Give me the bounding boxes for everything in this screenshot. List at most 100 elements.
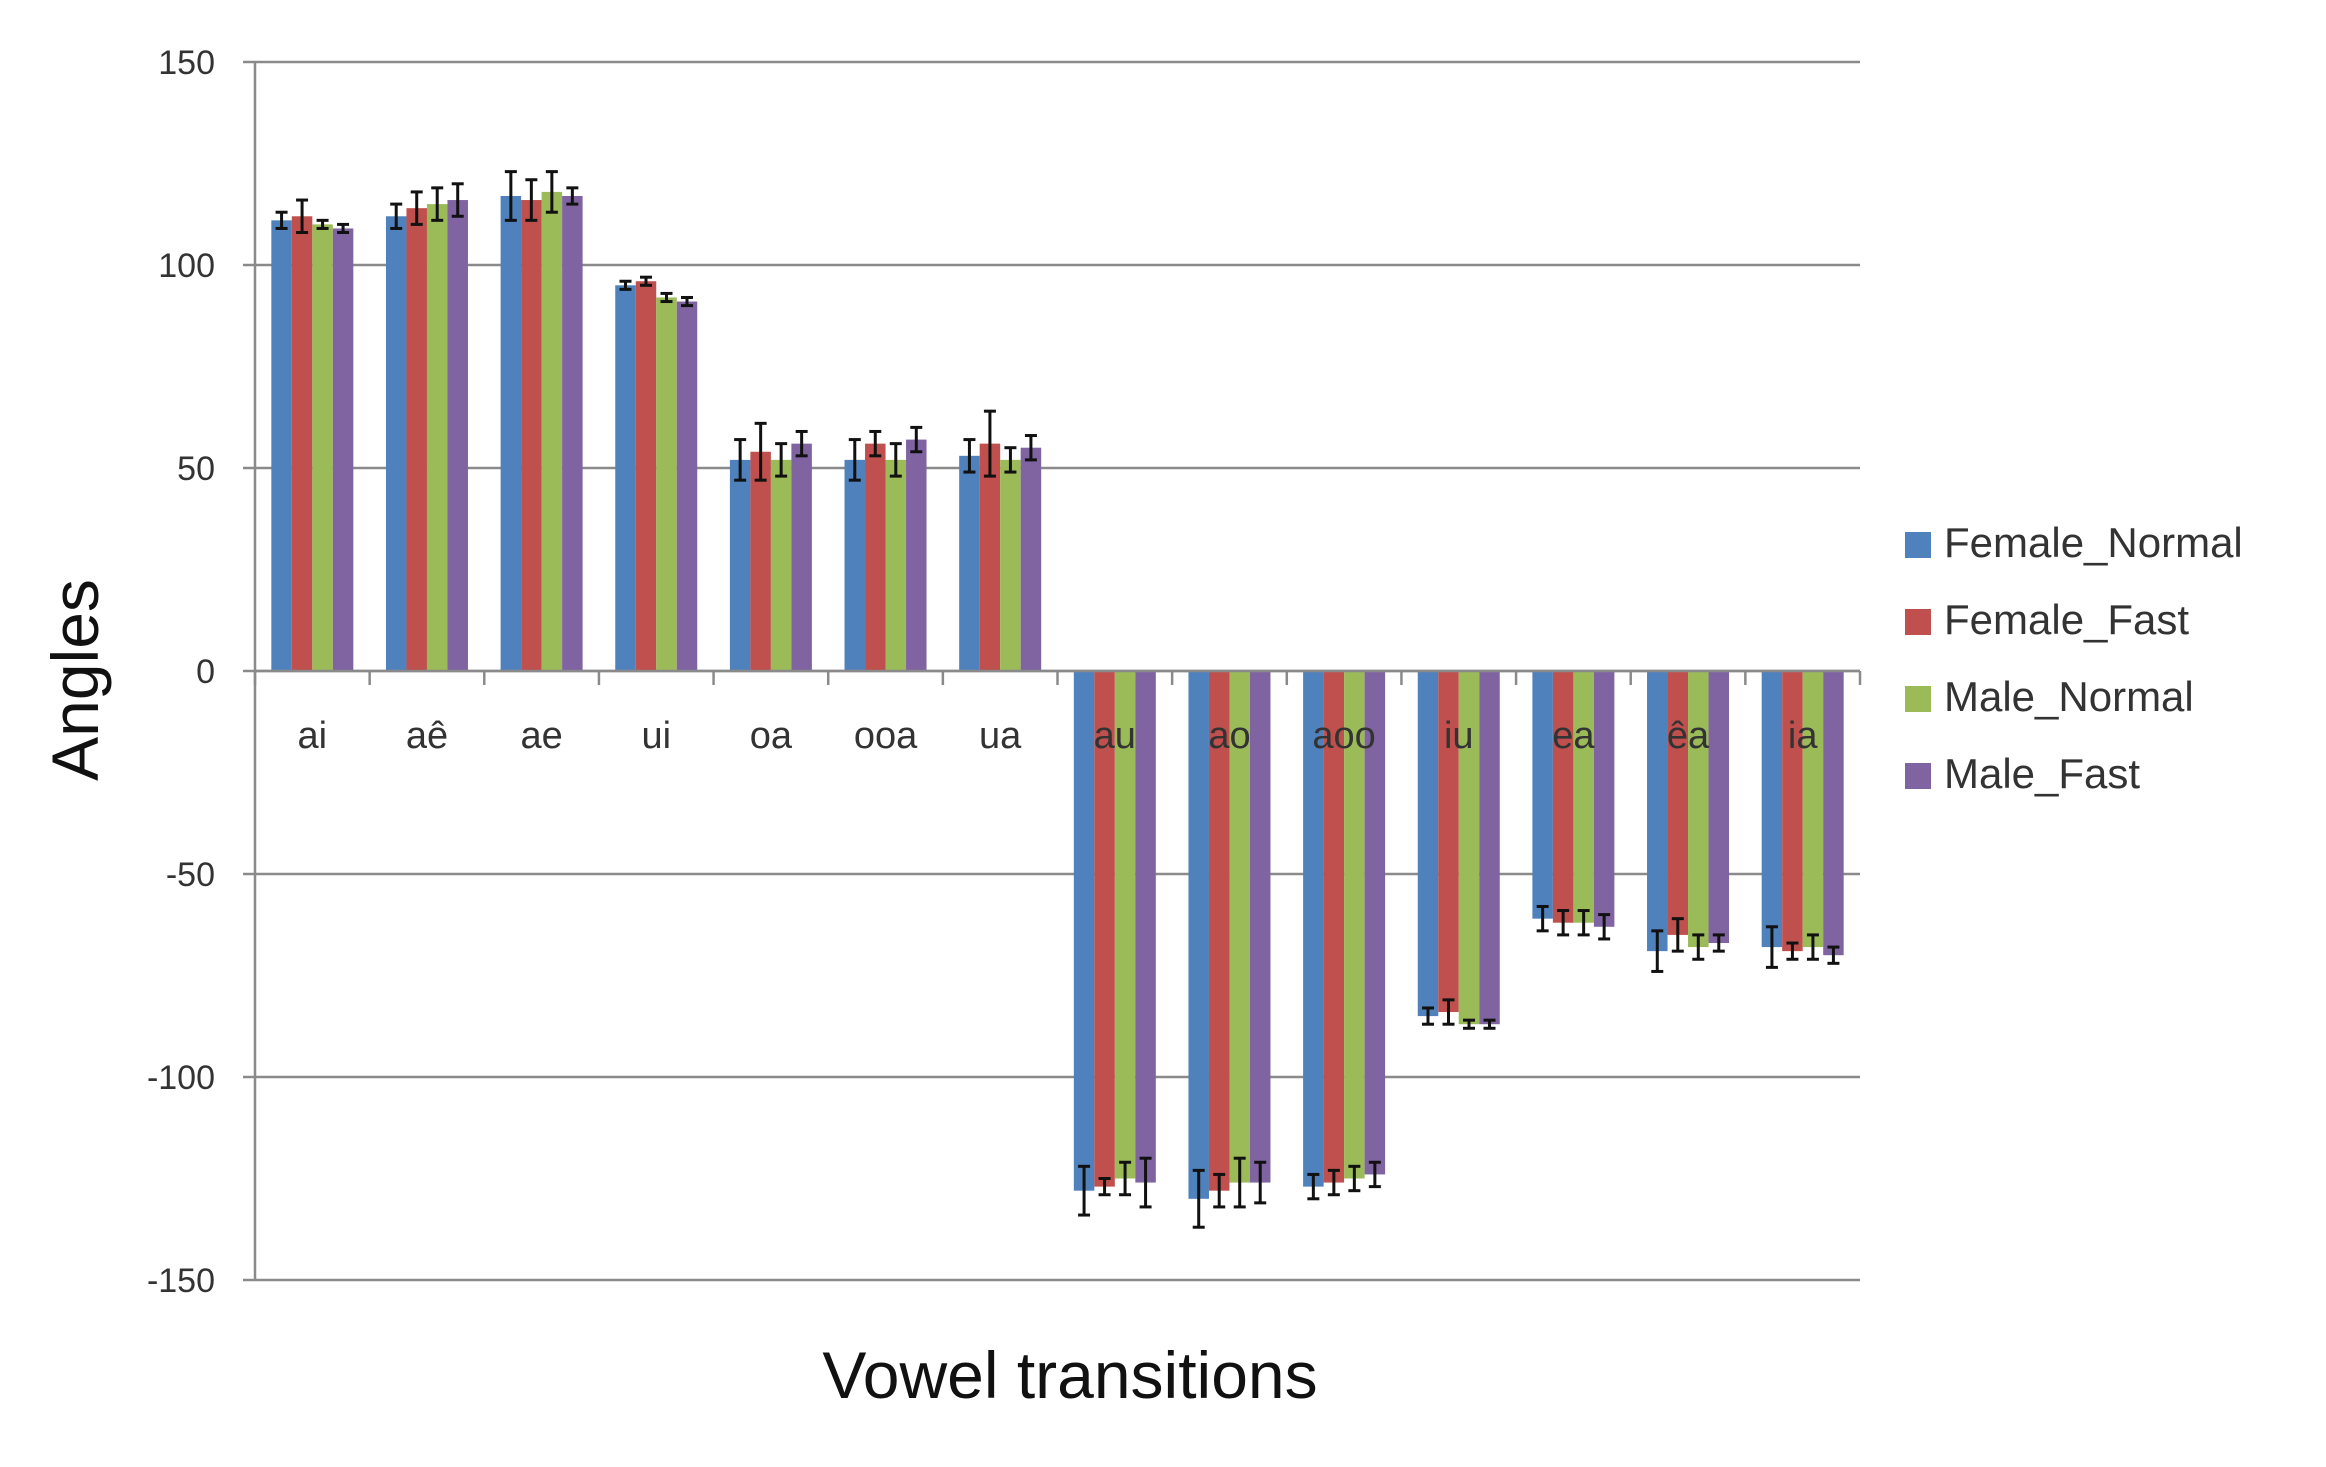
category-label: ui xyxy=(641,715,671,757)
error-bar xyxy=(316,218,329,230)
bar-female-normal xyxy=(1532,671,1553,919)
error-bar xyxy=(795,429,808,458)
error-bar xyxy=(775,442,788,478)
error-bar xyxy=(1233,1156,1246,1209)
error-bar xyxy=(1024,434,1037,462)
y-axis-title: Angles xyxy=(38,579,112,781)
bar-male-normal xyxy=(1573,671,1594,923)
category-label: oa xyxy=(750,715,793,757)
bar-female-fast xyxy=(406,208,427,671)
legend-label: Male_Fast xyxy=(1944,750,2140,797)
bar-female-fast xyxy=(979,443,1001,671)
error-bar xyxy=(545,170,558,214)
legend-swatch xyxy=(1905,686,1931,712)
bar-male-normal xyxy=(541,191,563,672)
bar-male-normal xyxy=(770,459,792,671)
bar-female-normal xyxy=(385,216,407,671)
error-bar xyxy=(1327,1168,1340,1197)
bar-male-normal xyxy=(1688,671,1709,948)
error-bar xyxy=(889,442,902,478)
bar-male-fast xyxy=(1479,671,1500,1025)
error-bar xyxy=(1119,1160,1132,1197)
error-bar xyxy=(1786,941,1799,961)
error-bar xyxy=(640,275,652,287)
legend-swatch xyxy=(1905,763,1931,789)
legend-swatch xyxy=(1905,609,1931,635)
bar-female-normal xyxy=(1073,671,1095,1191)
error-bar xyxy=(754,421,767,482)
category-label: aê xyxy=(406,715,448,757)
bar-male-fast xyxy=(906,439,927,671)
error-bar xyxy=(1368,1160,1381,1189)
error-bar xyxy=(1765,925,1778,969)
y-tick-label: -150 xyxy=(147,1262,215,1300)
error-bar xyxy=(1463,1018,1475,1030)
bar-female-fast xyxy=(291,216,313,671)
bar-male-normal xyxy=(1114,671,1136,1179)
error-bar xyxy=(848,438,861,482)
error-bar xyxy=(337,222,350,235)
error-bar xyxy=(390,202,403,230)
y-tick-label: 50 xyxy=(177,450,215,488)
error-bar xyxy=(619,279,632,291)
bar-male-normal xyxy=(1000,459,1021,671)
error-bar xyxy=(525,178,538,222)
bar-male-fast xyxy=(1708,671,1730,944)
y-tick-labels: 150 100 50 0 -50 -100 -150 xyxy=(147,44,215,1300)
category-label: ia xyxy=(1788,715,1818,757)
error-bar xyxy=(1806,933,1819,961)
bar-female-normal xyxy=(1188,671,1209,1199)
error-bar xyxy=(431,186,444,222)
error-bars xyxy=(255,170,1860,1229)
bar-female-fast xyxy=(1323,671,1345,1183)
bar-male-fast xyxy=(1135,671,1156,1183)
category-labels: ai aê ae ui oa ooa ua au ao aoo iu ea êa ia xyxy=(298,715,1819,757)
error-bar xyxy=(1422,1006,1434,1026)
error-bar xyxy=(983,409,996,478)
bar-male-fast xyxy=(1364,671,1386,1175)
error-bar xyxy=(681,295,693,308)
error-bar xyxy=(275,210,288,230)
error-bar xyxy=(1712,933,1725,953)
error-bar xyxy=(504,170,517,222)
bar-male-normal xyxy=(1344,671,1365,1179)
legend-swatch xyxy=(1905,532,1931,558)
bar-male-normal xyxy=(885,459,907,671)
bar-male-fast xyxy=(1249,671,1271,1183)
category-label: ooa xyxy=(854,715,918,757)
error-bar xyxy=(1671,917,1684,953)
bar-male-fast xyxy=(1823,671,1844,956)
bar-female-fast xyxy=(635,281,657,671)
bar-female-fast xyxy=(1552,671,1574,923)
bar-female-normal xyxy=(844,459,866,671)
error-bar xyxy=(1692,933,1705,961)
bar-male-normal xyxy=(1458,671,1480,1025)
error-bar xyxy=(1192,1168,1205,1229)
bar-male-fast xyxy=(447,200,468,672)
bar-male-normal xyxy=(312,224,333,671)
error-bar xyxy=(1598,913,1611,941)
bar-female-normal xyxy=(1303,671,1324,1187)
bar-male-fast xyxy=(332,228,354,671)
y-tick-label: 150 xyxy=(158,44,215,82)
category-label: êa xyxy=(1667,715,1710,757)
legend: Female_Normal Female_Fast Male_Normal Male_… xyxy=(1905,519,2243,797)
bar-male-fast xyxy=(791,443,812,671)
error-bar xyxy=(1098,1177,1111,1197)
category-label: ao xyxy=(1208,715,1250,757)
bar-female-fast xyxy=(865,443,886,671)
category-label: ai xyxy=(298,715,328,757)
error-bar xyxy=(1827,945,1840,965)
bar-male-fast xyxy=(562,195,583,672)
error-bar xyxy=(1004,446,1017,474)
bar-male-normal xyxy=(1802,671,1824,948)
error-bar xyxy=(1307,1172,1320,1201)
error-bar xyxy=(1483,1018,1496,1030)
bar-male-fast xyxy=(1020,447,1042,671)
y-tick-label: -100 xyxy=(147,1059,215,1097)
error-bar xyxy=(296,198,309,235)
legend-label: Female_Fast xyxy=(1944,596,2189,643)
error-bar xyxy=(1577,909,1590,937)
category-label: ua xyxy=(979,715,1022,757)
error-bar xyxy=(910,425,923,454)
